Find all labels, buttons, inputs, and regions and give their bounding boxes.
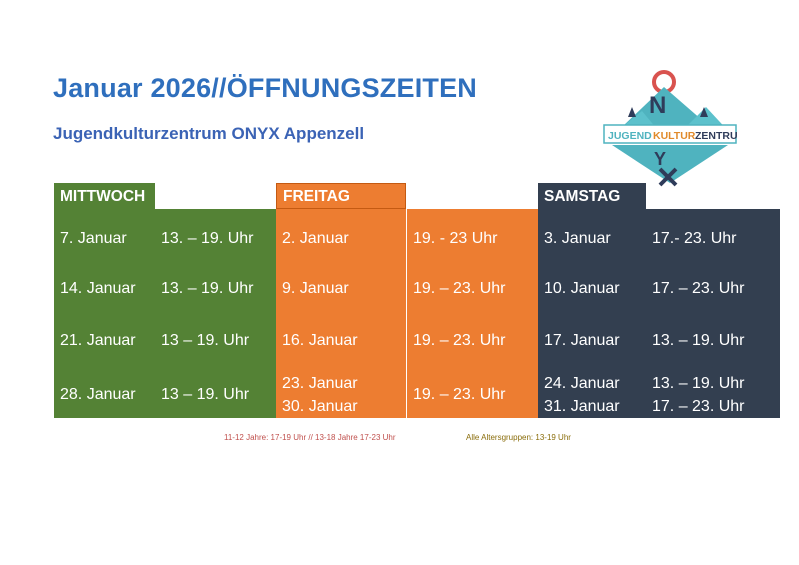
friday-time: 19. - 23 Uhr [406, 209, 538, 267]
header-friday: FREITAG [276, 183, 406, 209]
svg-text:Y: Y [654, 149, 666, 169]
wednesday-date: 7. Januar [54, 209, 155, 267]
svg-text:KULTUR: KULTUR [653, 130, 696, 142]
friday-date: 30. Januar [282, 397, 358, 415]
wednesday-time: 13 – 19. Uhr [155, 310, 276, 371]
friday-date: 16. Januar [276, 310, 406, 371]
header-wednesday: MITTWOCH [54, 183, 155, 209]
page-subtitle: Jugendkulturzentrum ONYX Appenzell [53, 124, 365, 143]
saturday-date: 10. Januar [538, 267, 646, 310]
svg-text:JUGEND: JUGEND [608, 130, 652, 142]
wednesday-time: 13. – 19. Uhr [155, 267, 276, 310]
page-title: Januar 2026//ÖFFNUNGSZEITEN [53, 73, 478, 103]
svg-text:ZENTRUM: ZENTRUM [695, 130, 738, 142]
saturday-date-pair: 24. Januar 31. Januar [538, 371, 646, 418]
age-groups-note: 11-12 Jahre: 17-19 Uhr // 13-18 Jahre 17… [224, 433, 396, 442]
saturday-time: 17.- 23. Uhr [646, 209, 780, 267]
wednesday-time: 13. – 19. Uhr [155, 209, 276, 267]
saturday-time: 13. – 19. Uhr [652, 374, 745, 392]
friday-time: 19. – 23. Uhr [406, 267, 538, 310]
friday-date: 9. Januar [276, 267, 406, 310]
svg-text:N: N [649, 92, 666, 119]
saturday-time-pair: 13. – 19. Uhr 17. – 23. Uhr [646, 371, 780, 418]
all-groups-note: Alle Altersgruppen: 13-19 Uhr [466, 433, 571, 442]
saturday-date: 17. Januar [538, 310, 646, 371]
saturday-date: 24. Januar [544, 374, 620, 392]
wednesday-time: 13 – 19. Uhr [155, 371, 276, 418]
friday-date: 23. Januar [282, 374, 358, 392]
friday-time: 19. – 23. Uhr [406, 371, 538, 418]
saturday-date: 31. Januar [544, 397, 620, 415]
header-saturday: SAMSTAG [538, 183, 646, 209]
wednesday-date: 14. Januar [54, 267, 155, 310]
saturday-time: 17. – 23. Uhr [646, 267, 780, 310]
friday-date: 2. Januar [276, 209, 406, 267]
wednesday-date: 21. Januar [54, 310, 155, 371]
onyx-logo-graphic: N JUGEND KULTUR ZENTRUM Y [603, 70, 747, 187]
wednesday-date: 28. Januar [54, 371, 155, 418]
friday-time: 19. – 23. Uhr [406, 310, 538, 371]
saturday-time: 17. – 23. Uhr [652, 397, 745, 415]
friday-date-pair: 23. Januar 30. Januar [276, 371, 406, 418]
saturday-date: 3. Januar [538, 209, 646, 267]
onyx-logo: N JUGEND KULTUR ZENTRUM Y [602, 69, 747, 187]
saturday-time: 13. – 19. Uhr [646, 310, 780, 371]
